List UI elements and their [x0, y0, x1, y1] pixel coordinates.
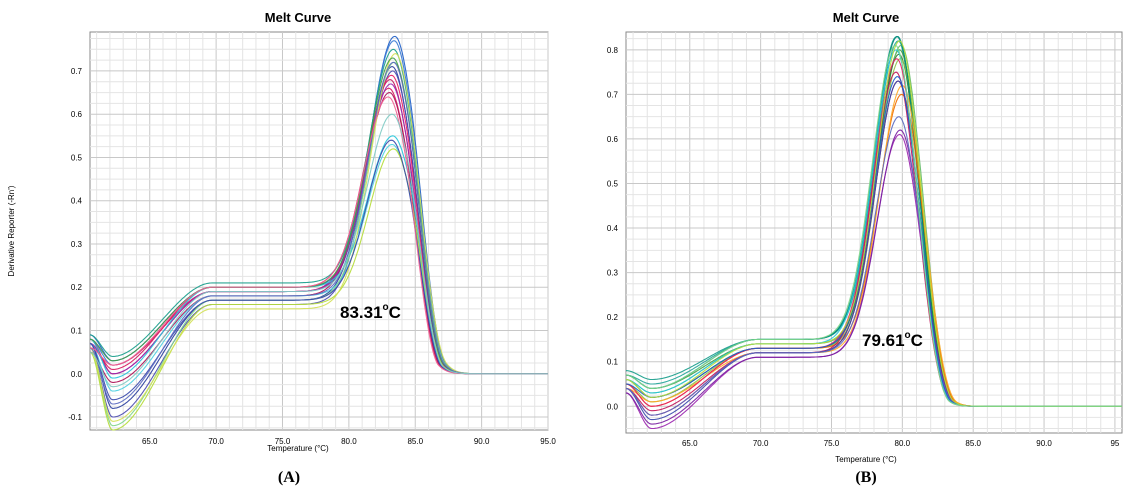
- x-tick-label: 90.0: [1036, 439, 1052, 448]
- y-tick-label: 0.6: [607, 135, 619, 144]
- x-tick-label: 75.0: [824, 439, 840, 448]
- y-tick-label: -0.1: [68, 413, 82, 422]
- y-tick-label: 0.0: [71, 370, 83, 379]
- x-tick-label: 70.0: [208, 437, 224, 446]
- x-tick-label: 65.0: [682, 439, 698, 448]
- y-tick-label: 0.1: [607, 358, 619, 367]
- panel-b-x-axis-label: Temperature (°C): [835, 455, 897, 464]
- panel-a-x-ticks: 65.0 70.0 75.0 80.0 85.0 90.0 95.0: [142, 437, 556, 446]
- x-tick-label: 85.0: [407, 437, 423, 446]
- panel-a-y-axis-label: Derivative Reporter (-Rn'): [7, 185, 16, 276]
- y-tick-label: 0.7: [607, 90, 619, 99]
- panel-a-label: (A): [278, 469, 300, 486]
- panel-a-x-axis-label: Temperature (°C): [267, 444, 329, 453]
- x-tick-label: 90.0: [474, 437, 490, 446]
- panel-b-peak-value: 79.61: [862, 331, 905, 350]
- panel-b: Melt Curve 0.0 0.1 0.2 0.3 0.4 0.5 0.6 0.7 0.8 6…: [607, 10, 1123, 486]
- panel-a-peak-annotation: 83.31oC: [340, 302, 401, 322]
- x-tick-label: 75.0: [275, 437, 291, 446]
- panel-a-curves: [89, 35, 548, 431]
- melt-curve-series: [89, 113, 548, 388]
- x-tick-label: 80.0: [341, 437, 357, 446]
- y-tick-label: 0.6: [71, 110, 83, 119]
- y-tick-label: 0.1: [71, 327, 83, 336]
- y-tick-label: 0.8: [607, 46, 619, 55]
- y-tick-label: 0.3: [71, 240, 83, 249]
- panel-a-peak-value: 83.31: [340, 303, 383, 322]
- x-tick-label: 95: [1110, 439, 1119, 448]
- panel-a-title: Melt Curve: [265, 10, 331, 25]
- x-tick-label: 95.0: [540, 437, 556, 446]
- panel-b-peak-unit: C: [911, 331, 923, 350]
- x-tick-label: 85.0: [965, 439, 981, 448]
- panel-b-title: Melt Curve: [833, 10, 899, 25]
- panel-a-y-ticks: -0.1 0.0 0.1 0.2 0.3 0.4 0.5 0.6 0.7: [68, 67, 82, 422]
- panel-b-y-ticks: 0.0 0.1 0.2 0.3 0.4 0.5 0.6 0.7 0.8: [607, 46, 619, 411]
- y-tick-label: 0.0: [607, 402, 619, 411]
- x-tick-label: 70.0: [753, 439, 769, 448]
- panel-b-curves: [625, 35, 1122, 430]
- y-tick-label: 0.2: [71, 283, 83, 292]
- y-tick-label: 0.5: [607, 179, 619, 188]
- x-tick-label: 65.0: [142, 437, 158, 446]
- y-tick-label: 0.4: [71, 197, 83, 206]
- panel-a: Melt Curve -0.10.00.10.20.30.40.50.60.7 …: [7, 10, 556, 486]
- panel-b-label: (B): [855, 469, 876, 486]
- panel-a-peak-unit: C: [389, 303, 401, 322]
- x-tick-label: 80.0: [895, 439, 911, 448]
- y-tick-label: 0.7: [71, 67, 83, 76]
- melt-curve-series: [625, 44, 1122, 407]
- panel-b-x-ticks: 65.0 70.0 75.0 80.0 85.0 90.0 95: [682, 439, 1120, 448]
- panel-a-peak-degree: o: [383, 302, 389, 313]
- panel-b-peak-degree: o: [905, 330, 911, 341]
- panel-b-peak-annotation: 79.61oC: [862, 330, 923, 350]
- y-tick-label: 0.2: [607, 313, 619, 322]
- y-tick-label: 0.3: [607, 269, 619, 278]
- y-tick-label: 0.4: [607, 224, 619, 233]
- panel-a-plot-frame: [89, 31, 549, 431]
- y-tick-label: 0.5: [71, 153, 83, 162]
